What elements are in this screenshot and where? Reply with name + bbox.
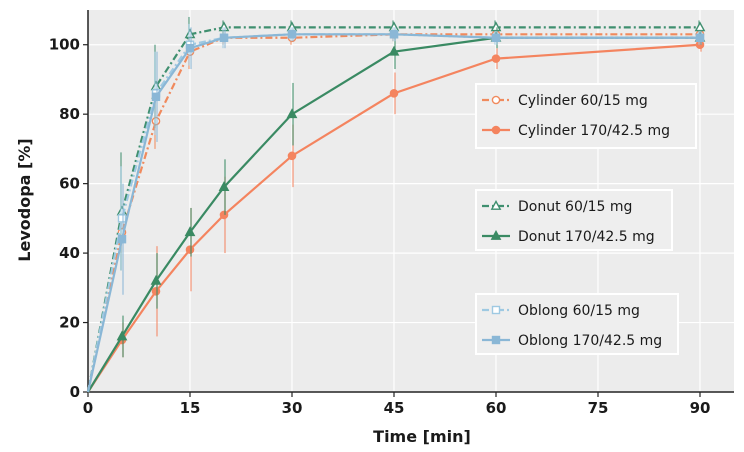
x-axis-title: Time [min] (373, 427, 471, 446)
legend-group: Cylinder 60/15 mg Cylinder 170/42.5 mg (475, 83, 697, 149)
data-point (184, 226, 196, 237)
legend-label: Donut 60/15 mg (518, 199, 632, 215)
legend: Cylinder 60/15 mg Cylinder 170/42.5 mg Don… (475, 83, 697, 355)
legend-group: Oblong 60/15 mg Oblong 170/42.5 mg (475, 293, 679, 355)
data-point (117, 214, 127, 223)
data-point (287, 151, 297, 161)
legend-label: Oblong 60/15 mg (518, 303, 640, 319)
data-point (185, 245, 195, 254)
data-point (490, 21, 502, 32)
legend-entry: Oblong 170/42.5 mg (482, 333, 662, 349)
data-point (287, 30, 297, 39)
legend-marker (491, 335, 501, 345)
data-point (695, 33, 705, 42)
data-point (184, 28, 196, 39)
x-tick-label: 30 (282, 399, 303, 417)
data-point (219, 33, 229, 42)
data-point (694, 21, 706, 32)
axes (87, 10, 734, 393)
legend-label: Oblong 170/42.5 mg (518, 333, 662, 349)
data-point (218, 21, 230, 32)
data-point (151, 116, 161, 126)
data-point (286, 108, 298, 119)
legend-entry: Donut 60/15 mg (482, 199, 632, 215)
data-point (116, 330, 128, 341)
data-point (151, 286, 161, 296)
y-tick-label: 0 (70, 383, 80, 401)
x-tick-label: 0 (83, 399, 93, 417)
x-tick-label: 75 (588, 399, 609, 417)
data-point (219, 210, 229, 220)
data-point (695, 40, 705, 50)
data-point (389, 30, 399, 39)
legend-box (475, 189, 673, 251)
legend-group: Donut 60/15 mg Donut 170/42.5 mg (475, 189, 673, 251)
x-tick-label: 90 (690, 399, 711, 417)
series-5 (86, 27, 705, 393)
series-layer (86, 16, 706, 393)
data-point (491, 33, 501, 42)
y-tick-label: 80 (59, 105, 80, 123)
data-point (150, 274, 162, 285)
legend-marker (490, 200, 502, 210)
legend-label: Donut 170/42.5 mg (518, 229, 655, 245)
legend-marker (491, 125, 501, 135)
tick-labels: 0 15 30 45 60 75 90 0 20 40 60 80 100 (49, 36, 711, 417)
y-axis-title: Levodopa [%] (15, 138, 34, 261)
data-point (117, 234, 127, 244)
data-point (389, 89, 399, 98)
y-tick-label: 20 (59, 314, 80, 332)
y-tick-label: 40 (59, 244, 80, 262)
data-point (151, 92, 161, 102)
x-tick-label: 60 (486, 399, 507, 417)
data-point (218, 181, 230, 192)
legend-marker (491, 305, 501, 315)
y-tick-label: 100 (49, 36, 80, 54)
x-tick-label: 45 (384, 399, 405, 417)
data-point (388, 45, 400, 56)
legend-label: Cylinder 60/15 mg (518, 93, 648, 109)
legend-entry: Cylinder 170/42.5 mg (482, 123, 670, 139)
legend-entry: Donut 170/42.5 mg (482, 229, 655, 245)
x-tick-label: 15 (180, 399, 201, 417)
legend-box (475, 83, 697, 149)
legend-entry: Oblong 60/15 mg (482, 303, 640, 319)
data-point (491, 54, 501, 63)
legend-box (475, 293, 679, 355)
legend-entry: Cylinder 60/15 mg (482, 93, 648, 109)
y-tick-label: 60 (59, 175, 80, 193)
legend-marker (491, 95, 501, 105)
legend-marker (490, 230, 502, 240)
legend-label: Cylinder 170/42.5 mg (518, 123, 670, 139)
data-point (185, 44, 195, 53)
